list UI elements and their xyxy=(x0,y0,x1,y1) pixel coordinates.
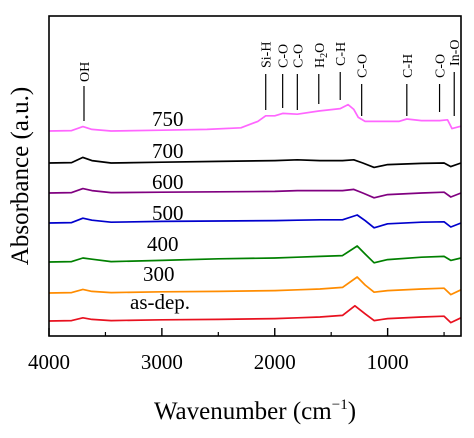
curves-layer xyxy=(48,103,462,324)
series-line-750 xyxy=(48,103,462,132)
x-tick-label-3000: 3000 xyxy=(141,350,183,374)
series-line-500 xyxy=(48,214,462,229)
x-axis-ticks: 4000 3000 2000 1000 xyxy=(28,328,445,374)
x-tick-label-4000: 4000 xyxy=(28,350,70,374)
peak-label: C-H xyxy=(334,42,349,66)
series-label-300: 300 xyxy=(143,262,175,286)
peak-label: C-H xyxy=(401,54,416,78)
series-line-300 xyxy=(48,276,462,296)
peak-label: C-O xyxy=(356,54,371,78)
x-axis-title: Wavenumber (cm−1) xyxy=(154,397,356,425)
x-tick-label-1000: 1000 xyxy=(367,350,409,374)
y-axis-title: Absorbance (a.u.) xyxy=(7,87,34,265)
peak-label: C-O xyxy=(434,54,449,78)
series-line-as-dep xyxy=(48,304,462,324)
peak-label: C-O xyxy=(277,44,292,68)
series-label-600: 600 xyxy=(152,170,184,194)
labels-layer: 750 700 600 500 400 300 as-dep. xyxy=(130,107,190,314)
peak-label: In-O xyxy=(448,40,463,66)
peak-label: Si-H xyxy=(260,42,275,68)
series-line-400 xyxy=(48,245,462,264)
series-label-500: 500 xyxy=(152,201,184,225)
series-line-700 xyxy=(48,156,462,169)
plot-frame xyxy=(48,15,462,337)
peak-label: C-O xyxy=(291,44,306,68)
series-label-700: 700 xyxy=(152,139,184,163)
series-label-400: 400 xyxy=(147,232,179,256)
series-label-as-dep: as-dep. xyxy=(130,290,190,314)
x-tick-label-2000: 2000 xyxy=(254,350,296,374)
series-line-600 xyxy=(48,187,462,199)
peak-label: H2O xyxy=(313,43,330,68)
series-label-750: 750 xyxy=(152,107,184,131)
peak-label: OH xyxy=(78,62,93,82)
